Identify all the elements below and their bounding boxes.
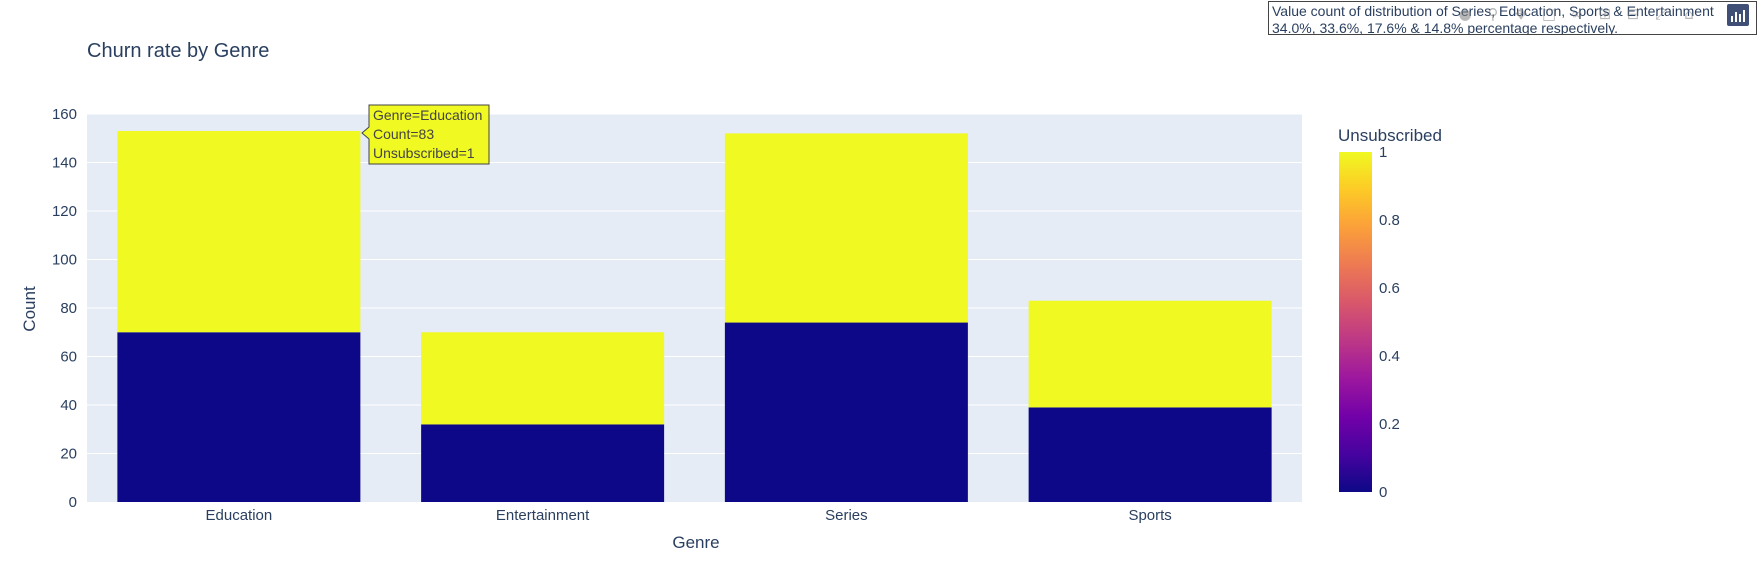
tooltip-line-unsubscribed: Unsubscribed=1 (373, 145, 475, 161)
y-tick-label: 20 (60, 446, 77, 463)
y-tick-label: 80 (60, 300, 77, 317)
annotation-line-2: 34.0%, 33.6%, 17.6% & 14.8% percentage r… (1272, 20, 1619, 35)
plotly-logo-icon[interactable] (1727, 4, 1749, 26)
autoscale-icon[interactable]: ⤢ (1654, 5, 1667, 23)
box-select-icon[interactable]: □ (1541, 5, 1557, 23)
x-axis-title: Genre (672, 533, 719, 552)
annotation: Value count of distribution of Series, E… (1268, 1, 1757, 35)
x-tick-label: Entertainment (496, 507, 590, 524)
x-tick-label: Sports (1128, 507, 1171, 524)
y-tick-label: 100 (52, 252, 77, 269)
zoom-icon[interactable]: ⚲ (1487, 5, 1499, 23)
bar-series-unsubscribed-0 (724, 322, 968, 502)
y-tick-label: 120 (52, 203, 77, 220)
colorbar-ticks: 0 0.2 0.4 0.6 0.8 1 (1379, 144, 1400, 501)
hover-tooltip: Genre=Education Count=83 Unsubscribed=1 (361, 104, 490, 165)
bar-education-unsubscribed-1 (117, 130, 361, 333)
x-tick-label: Education (206, 507, 273, 524)
colorbar-tick-label: 0 (1379, 484, 1387, 501)
colorbar-tick-label: 0.4 (1379, 348, 1400, 365)
camera-icon[interactable]: ● (1458, 5, 1472, 23)
colorbar-tick-label: 0.6 (1379, 280, 1400, 297)
chart-title: Churn rate by Genre (87, 40, 269, 62)
tooltip-line-genre: Genre=Education (373, 107, 482, 123)
pan-icon[interactable]: ✥ (1514, 5, 1528, 23)
bar-entertainment-unsubscribed-0 (421, 424, 665, 502)
bar-sports-unsubscribed-0 (1028, 407, 1272, 502)
bars (117, 130, 1272, 502)
tooltip-line-count: Count=83 (373, 126, 434, 142)
lasso-icon[interactable]: ∞ (1570, 5, 1584, 23)
x-tick-label: Series (825, 507, 868, 524)
y-tick-label: 0 (69, 494, 77, 511)
colorbar-tick-label: 0.8 (1379, 212, 1400, 229)
zoom-out-icon[interactable]: ⊟ (1626, 5, 1640, 23)
y-tick-label: 40 (60, 397, 77, 414)
bar-sports-unsubscribed-1 (1028, 300, 1272, 408)
bar-series-unsubscribed-1 (724, 133, 968, 323)
y-tick-label: 140 (52, 155, 77, 172)
y-axis-ticks: 0 20 40 60 80 100 120 140 160 (52, 106, 77, 511)
home-icon[interactable]: ⌂ (1684, 5, 1694, 23)
annotation-line-1: Value count of distribution of Series, E… (1272, 3, 1714, 19)
zoom-in-icon[interactable]: ⊞ (1598, 5, 1612, 23)
bar-education-unsubscribed-0 (117, 332, 361, 502)
colorbar (1339, 152, 1372, 492)
colorbar-tick-label: 0.2 (1379, 416, 1400, 433)
colorbar-title: Unsubscribed (1338, 126, 1442, 145)
x-axis-ticks: Education Entertainment Series Sports (206, 507, 1172, 524)
y-tick-label: 60 (60, 349, 77, 366)
modebar: ● ⚲ ✥ □ ∞ ⊞ ⊟ ⤢ ⌂ (1455, 4, 1699, 24)
bar-entertainment-unsubscribed-1 (421, 332, 665, 425)
y-tick-label: 160 (52, 106, 77, 123)
y-axis-title: Count (20, 286, 39, 332)
colorbar-tick-label: 1 (1379, 144, 1387, 161)
